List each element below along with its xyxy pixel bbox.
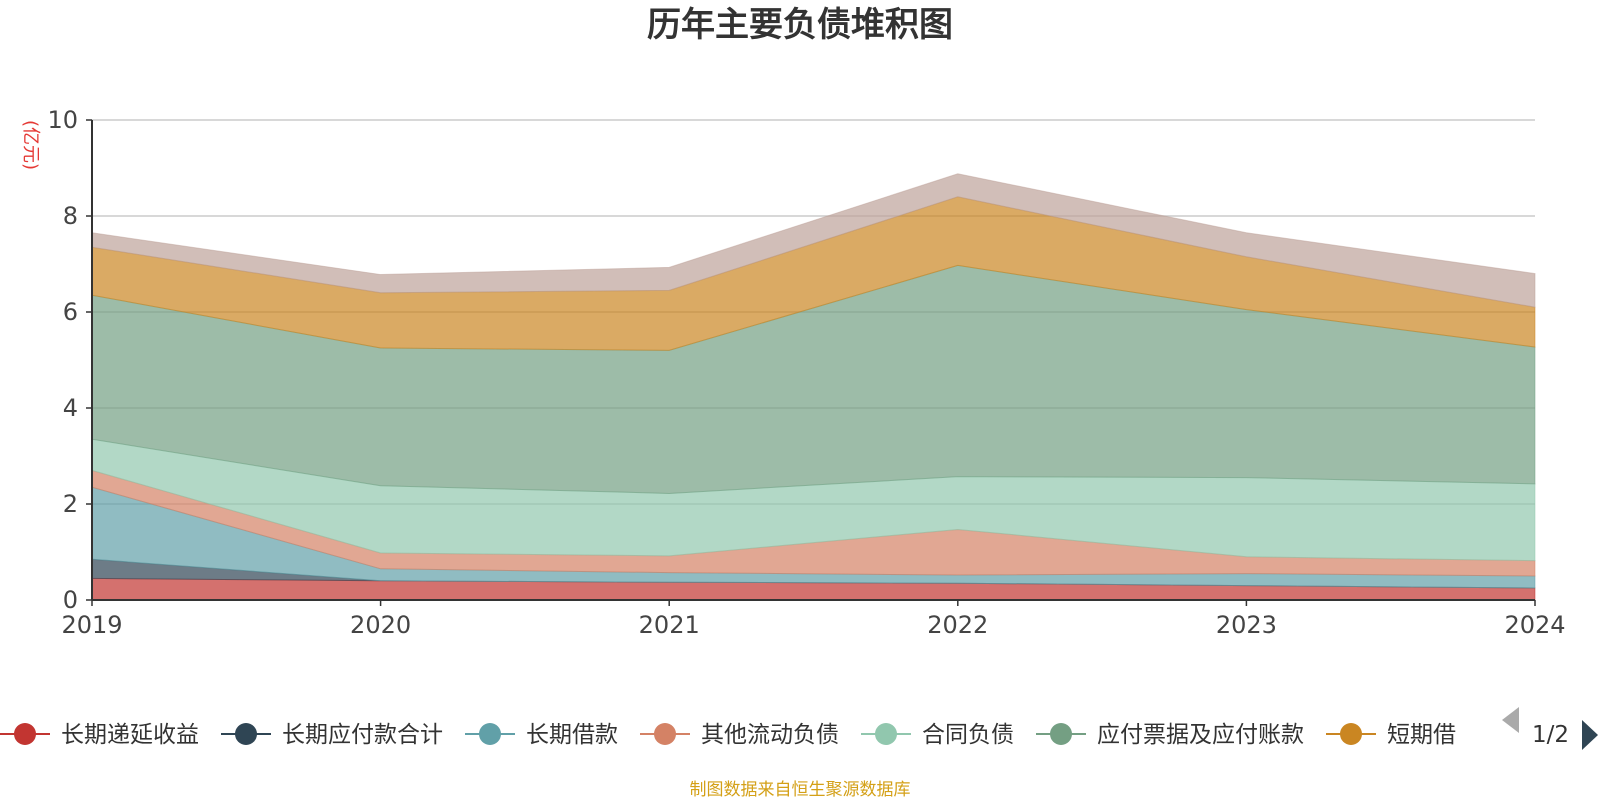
legend-circle-marker	[875, 723, 897, 745]
legend-prev-page-icon[interactable]	[1502, 707, 1519, 733]
y-tick-label: 2	[63, 490, 78, 518]
y-tick-label: 6	[63, 298, 78, 326]
x-tick-label: 2023	[1216, 611, 1277, 639]
legend-item[interactable]: 长期借款	[465, 722, 618, 748]
area-series-group	[91, 173, 1536, 601]
legend-next-page-icon[interactable]	[1582, 720, 1598, 750]
legend-label: 其他流动负债	[701, 722, 839, 748]
area-series-7[interactable]	[91, 173, 1536, 308]
legend-item[interactable]: 长期递延收益	[0, 722, 199, 748]
x-tick-label: 2020	[350, 611, 411, 639]
legend-item[interactable]: 短期借	[1326, 722, 1456, 748]
legend-circle-marker	[1340, 723, 1362, 745]
legend-label: 应付票据及应付账款	[1097, 722, 1304, 748]
legend-circle-marker	[479, 723, 501, 745]
y-tick-label: 10	[47, 106, 78, 134]
x-tick-label: 2021	[639, 611, 700, 639]
legend-pager: 1/2	[1502, 707, 1598, 750]
legend-circle-marker	[14, 723, 36, 745]
legend-circle-marker	[1050, 723, 1072, 745]
y-axis-unit-label: (亿元)	[20, 120, 41, 170]
legend-circle-marker	[235, 723, 257, 745]
chart-title: 历年主要负债堆积图	[647, 5, 953, 45]
x-tick-label: 2019	[61, 611, 122, 639]
legend-item[interactable]: 应付票据及应付账款	[1036, 722, 1304, 748]
legend-circle-marker	[654, 723, 676, 745]
y-tick-label: 4	[63, 394, 78, 422]
legend-label: 短期借	[1387, 722, 1456, 748]
axes: 0 2 4 6 8 10 2019 2020 2021 2022 2023 2024	[47, 106, 1565, 639]
legend-label: 长期递延收益	[61, 722, 199, 748]
legend-label: 长期借款	[526, 722, 618, 748]
legend-item[interactable]: 其他流动负债	[640, 722, 839, 748]
legend-item[interactable]: 合同负债	[861, 722, 1014, 748]
x-tick-label: 2022	[927, 611, 988, 639]
legend: 长期递延收益 长期应付款合计 长期借款 其他流动负债 合同负债 应付票据及应付账款 短期借	[0, 722, 1456, 748]
legend-label: 合同负债	[922, 722, 1014, 748]
legend-label: 长期应付款合计	[282, 722, 443, 748]
y-tick-label: 8	[63, 202, 78, 230]
legend-item[interactable]: 长期应付款合计	[221, 722, 443, 748]
legend-page-indicator: 1/2	[1532, 722, 1569, 748]
y-tick-label: 0	[63, 586, 78, 614]
data-source-note: 制图数据来自恒生聚源数据库	[690, 780, 911, 800]
x-tick-label: 2024	[1504, 611, 1565, 639]
